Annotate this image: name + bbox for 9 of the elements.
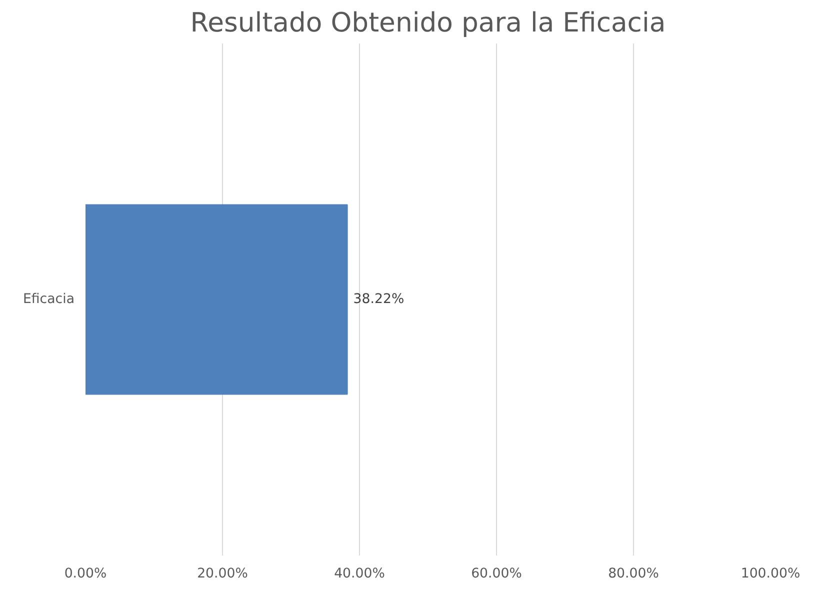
x-tick-label: 60.00% <box>471 566 522 582</box>
x-tick-label: 20.00% <box>197 566 248 582</box>
x-tick-label: 80.00% <box>608 566 659 582</box>
x-tick-label: 100.00% <box>740 566 800 582</box>
data-label: 38.22% <box>353 292 404 307</box>
x-tick-label: 0.00% <box>64 566 107 582</box>
y-tick-label: Eficacia <box>22 292 75 307</box>
chart-title: Resultado Obtenido para la Eficacia <box>190 8 666 38</box>
x-tick-label: 40.00% <box>334 566 385 582</box>
